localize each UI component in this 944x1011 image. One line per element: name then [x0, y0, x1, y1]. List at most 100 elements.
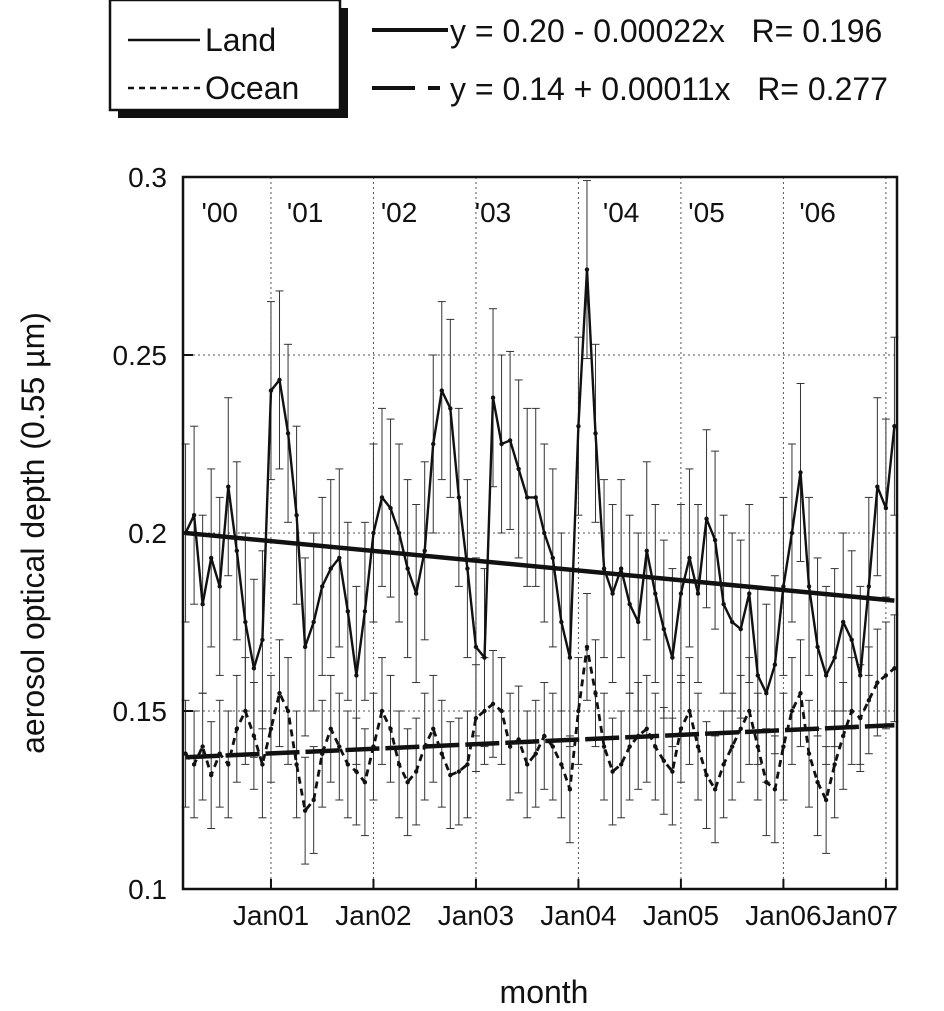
- data-point: [542, 530, 547, 536]
- year-label: '03: [475, 197, 512, 228]
- series-line-3: [185, 722, 895, 760]
- data-point: [772, 787, 778, 792]
- data-point: [653, 744, 658, 749]
- data-point: [456, 495, 462, 500]
- data-point: [422, 548, 427, 553]
- data-point: [576, 708, 581, 714]
- data-point: [337, 555, 342, 561]
- data-point: [507, 438, 513, 443]
- data-point: [200, 602, 205, 607]
- y-tick-label: 0.15: [113, 696, 168, 727]
- data-point: [747, 708, 752, 714]
- data-point: [482, 708, 487, 714]
- data-point: [465, 762, 470, 767]
- data-point: [764, 780, 769, 785]
- legend-ocean-label: Ocean: [205, 70, 299, 106]
- series-line-0: [184, 268, 896, 695]
- data-point: [217, 751, 222, 756]
- y-tick-label: 0.1: [128, 874, 167, 905]
- data-point: [875, 680, 880, 685]
- fit-land-label: y = 0.20 - 0.00022x R= 0.196: [450, 13, 882, 49]
- data-point: [490, 395, 496, 400]
- data-point: [379, 495, 385, 500]
- data-point: [260, 637, 265, 642]
- data-point: [627, 744, 632, 749]
- data-point: [277, 691, 282, 696]
- data-point: [755, 744, 760, 749]
- data-point: [832, 762, 837, 767]
- data-point: [721, 602, 726, 607]
- data-point: [456, 769, 462, 774]
- fit-legend: y = 0.20 - 0.00022x R= 0.196 y = 0.14 + …: [372, 13, 888, 107]
- data-point: [653, 591, 658, 596]
- series-points: [183, 267, 897, 813]
- year-label: '06: [799, 197, 836, 228]
- data-point: [789, 708, 795, 714]
- data-point: [499, 708, 504, 714]
- year-labels: '00 '01 '02 '03 '04 '05 '06: [201, 197, 835, 228]
- data-point: [200, 744, 205, 749]
- data-point: [678, 591, 684, 596]
- data-point: [345, 762, 351, 767]
- data-point: [405, 566, 410, 571]
- data-point: [806, 751, 812, 756]
- data-point: [191, 513, 197, 518]
- data-point: [243, 619, 248, 625]
- data-point: [644, 548, 649, 553]
- data-point: [738, 626, 743, 632]
- data-point: [695, 744, 701, 749]
- data-point: [764, 691, 769, 696]
- data-point: [490, 701, 496, 707]
- data-point: [712, 537, 718, 543]
- data-point: [422, 744, 427, 749]
- data-point: [260, 762, 265, 767]
- data-point: [704, 516, 709, 521]
- data-point: [687, 708, 692, 714]
- year-label: '05: [688, 197, 725, 228]
- data-point: [388, 726, 393, 731]
- series-line-2: [185, 530, 895, 603]
- data-point: [473, 715, 479, 721]
- data-point: [431, 726, 436, 731]
- year-label: '01: [287, 197, 324, 228]
- data-point: [584, 267, 590, 272]
- fit-ocean-label: y = 0.14 + 0.00011x R= 0.277: [450, 71, 888, 107]
- y-axis-title: aerosol optical depth (0.55 µm): [15, 312, 51, 754]
- data-point: [798, 470, 803, 475]
- data-point: [217, 584, 222, 589]
- series-lines: [184, 268, 896, 813]
- data-point: [567, 655, 573, 660]
- data-point: [354, 769, 359, 774]
- data-point: [507, 744, 513, 749]
- data-point: [712, 787, 718, 792]
- data-point: [379, 708, 385, 714]
- data-point: [226, 484, 231, 489]
- year-label: '04: [603, 197, 640, 228]
- x-tick-label: Jan02: [335, 900, 411, 931]
- data-point: [482, 655, 487, 660]
- data-point: [413, 591, 419, 596]
- data-point: [627, 602, 632, 607]
- data-point: [618, 566, 624, 571]
- data-point: [823, 797, 829, 803]
- data-point: [781, 744, 786, 749]
- data-point: [328, 726, 333, 731]
- data-point: [499, 441, 504, 447]
- data-point: [413, 769, 419, 774]
- data-point: [559, 762, 564, 767]
- data-point: [268, 726, 274, 731]
- data-point: [533, 495, 538, 500]
- data-point: [644, 726, 649, 731]
- data-point: [670, 655, 675, 660]
- data-point: [362, 780, 368, 785]
- data-point: [328, 566, 333, 571]
- data-point: [747, 591, 752, 596]
- data-point: [439, 388, 444, 393]
- data-point: [883, 673, 889, 678]
- data-point: [439, 751, 444, 756]
- data-point: [183, 751, 188, 756]
- data-point: [448, 772, 453, 778]
- legend: Land Ocean: [108, 0, 348, 118]
- data-point: [892, 666, 897, 671]
- data-point: [858, 715, 863, 721]
